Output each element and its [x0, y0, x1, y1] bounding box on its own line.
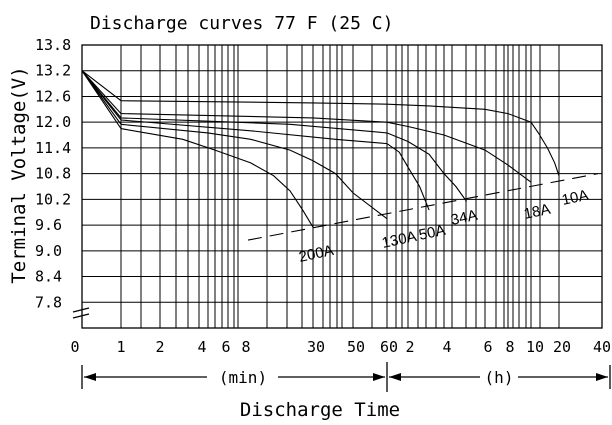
y-tick-label: 11.4 [35, 139, 71, 157]
y-tick-label: 10.8 [35, 165, 71, 183]
y-tick-label: 13.2 [35, 62, 71, 80]
axis-break-mark [72, 307, 90, 313]
x-tick-label: 8 [505, 338, 514, 356]
x-tick-label: 4 [197, 338, 206, 356]
range-arrow-head [389, 373, 401, 381]
series-label-50A: 50A [417, 222, 447, 244]
series-label-18A: 18A [522, 201, 552, 223]
x-tick-label: 30 [307, 338, 325, 356]
series-line-200A [81, 70, 314, 228]
series-label-34A: 34A [449, 207, 479, 229]
x-tick-label: 8 [241, 338, 250, 356]
plot-frame [81, 44, 603, 329]
x-tick-label: 6 [483, 338, 492, 356]
x-axis-title: Discharge Time [240, 399, 400, 421]
chart-title: Discharge curves 77 F (25 C) [90, 13, 393, 34]
cutoff-voltage-line [247, 173, 599, 241]
x-tick-label: 20 [553, 338, 571, 356]
y-axis-title: Terminal Voltage(V) [8, 66, 30, 283]
range-label-min: (min) [219, 368, 267, 387]
x-tick-label: 10 [526, 338, 544, 356]
y-tick-label: 9.0 [35, 242, 62, 260]
series-line-10A [81, 70, 560, 176]
x-tick-label: 6 [221, 338, 230, 356]
y-tick-label: 12.0 [35, 113, 71, 131]
x-tick-label: 2 [405, 338, 414, 356]
x-tick-label: 1 [116, 338, 125, 356]
x-tick-label: 2 [155, 338, 164, 356]
y-tick-label: 7.8 [35, 293, 62, 311]
y-tick-label: 12.6 [35, 87, 71, 105]
y-tick-label: 10.2 [35, 190, 71, 208]
series-label-200A: 200A [297, 242, 335, 266]
series-label-130A: 130A [380, 228, 418, 252]
x-tick-label: 50 [347, 338, 365, 356]
series-label-10A: 10A [560, 187, 590, 209]
tick-labels: 13.8 13.2 12.6 12.0 11.4 10.8 10.2 9.6 9.0 8.4 7.8… [35, 36, 611, 356]
series-line-34A [81, 70, 468, 202]
series-line-50A [81, 70, 430, 211]
time-range-indicators: (min) (h) [81, 362, 611, 392]
x-tick-label: 60 [380, 338, 398, 356]
y-tick-label: 13.8 [35, 36, 71, 54]
series-line-130A [81, 70, 388, 220]
axis-break-mark [72, 313, 90, 319]
grid [72, 44, 603, 329]
range-arrow-head [84, 373, 96, 381]
x-tick-label: 4 [442, 338, 451, 356]
y-tick-label: 8.4 [35, 268, 62, 286]
range-arrow-head [596, 373, 608, 381]
y-tick-label: 9.6 [35, 216, 62, 234]
x-tick-label: 40 [593, 338, 611, 356]
range-label-h: (h) [485, 368, 514, 387]
x-tick-label: 0 [70, 338, 79, 356]
series-line-18A [81, 70, 532, 183]
range-arrow-head [373, 373, 385, 381]
